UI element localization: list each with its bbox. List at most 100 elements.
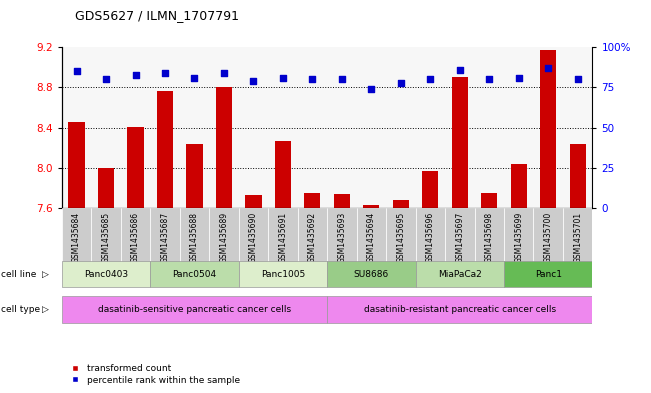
Point (543, 65, 553, 71)
Bar (570, 144, 586, 208)
Point (101, 76, 111, 83)
Bar (533, 47, 563, 208)
Text: cell line: cell line (1, 270, 36, 279)
Text: GSM1435688: GSM1435688 (190, 212, 199, 263)
Bar (268, 47, 298, 208)
Point (514, 75, 524, 81)
Bar (475, 47, 504, 208)
Bar (245, 195, 262, 208)
Text: GSM1435696: GSM1435696 (426, 212, 435, 263)
Bar (180, 208, 209, 279)
Point (425, 76, 436, 83)
Point (278, 75, 288, 81)
Bar (393, 200, 409, 208)
Text: GDS5627 / ILMN_1707791: GDS5627 / ILMN_1707791 (75, 9, 239, 22)
Bar (62, 208, 91, 279)
Bar (504, 47, 533, 208)
Point (72, 68, 82, 75)
Text: GSM1435693: GSM1435693 (337, 212, 346, 263)
Legend: transformed count, percentile rank within the sample: transformed count, percentile rank withi… (66, 364, 240, 385)
Bar (121, 208, 150, 279)
Bar (91, 208, 121, 279)
Bar (452, 77, 468, 208)
Text: GSM1435695: GSM1435695 (396, 212, 406, 263)
Point (396, 79, 406, 86)
Bar (504, 208, 533, 279)
Bar (327, 261, 415, 287)
Bar (475, 208, 504, 279)
Bar (563, 47, 592, 208)
Bar (239, 261, 327, 287)
Bar (62, 261, 150, 287)
Text: GSM1435690: GSM1435690 (249, 212, 258, 263)
Text: GSM1435694: GSM1435694 (367, 212, 376, 263)
Bar (386, 47, 415, 208)
Text: dasatinib-resistant pancreatic cancer cells: dasatinib-resistant pancreatic cancer ce… (364, 305, 556, 314)
Bar (150, 208, 180, 279)
Text: GSM1435700: GSM1435700 (544, 212, 553, 263)
Bar (91, 47, 121, 208)
Text: GSM1435689: GSM1435689 (219, 212, 229, 263)
Text: GSM1435684: GSM1435684 (72, 212, 81, 263)
Point (484, 76, 495, 83)
Bar (504, 261, 592, 287)
Point (307, 76, 318, 83)
Text: GSM1435699: GSM1435699 (514, 212, 523, 263)
Point (366, 86, 376, 92)
Bar (540, 50, 557, 208)
Bar (422, 171, 438, 208)
Bar (298, 47, 327, 208)
Bar (386, 208, 415, 279)
Bar (209, 208, 239, 279)
Bar (533, 208, 563, 279)
Bar (327, 296, 592, 323)
Point (337, 76, 347, 83)
Text: dasatinib-sensitive pancreatic cancer cells: dasatinib-sensitive pancreatic cancer ce… (98, 305, 291, 314)
Text: Panc1: Panc1 (534, 270, 562, 279)
Text: ▷: ▷ (42, 305, 49, 314)
Bar (239, 208, 268, 279)
Point (130, 72, 141, 78)
Text: MiaPaCa2: MiaPaCa2 (438, 270, 482, 279)
Bar (62, 47, 91, 208)
Bar (563, 208, 592, 279)
Point (219, 70, 229, 76)
Text: ▷: ▷ (42, 270, 49, 279)
Text: Panc0504: Panc0504 (173, 270, 217, 279)
Bar (121, 47, 150, 208)
Text: GSM1435698: GSM1435698 (485, 212, 493, 263)
Bar (268, 208, 298, 279)
Bar (327, 208, 357, 279)
Bar (334, 194, 350, 208)
Text: GSM1435691: GSM1435691 (279, 212, 287, 263)
Bar (481, 193, 497, 208)
Bar (445, 47, 475, 208)
Point (572, 76, 583, 83)
Text: GSM1435686: GSM1435686 (131, 212, 140, 263)
Point (159, 70, 170, 76)
Bar (216, 88, 232, 208)
Point (189, 75, 200, 81)
Bar (275, 141, 291, 208)
Bar (298, 208, 327, 279)
Text: GSM1435697: GSM1435697 (455, 212, 464, 263)
Text: GSM1435701: GSM1435701 (573, 212, 582, 263)
Bar (239, 47, 268, 208)
Bar (98, 168, 114, 208)
Bar (415, 261, 504, 287)
Bar (415, 208, 445, 279)
Bar (180, 47, 209, 208)
Bar (150, 261, 239, 287)
Bar (209, 47, 239, 208)
Bar (445, 208, 475, 279)
Bar (186, 144, 202, 208)
Text: GSM1435685: GSM1435685 (102, 212, 111, 263)
Bar (357, 47, 386, 208)
Text: Panc0403: Panc0403 (84, 270, 128, 279)
Bar (157, 92, 173, 208)
Text: GSM1435692: GSM1435692 (308, 212, 317, 263)
Point (248, 78, 258, 84)
Bar (62, 296, 327, 323)
Bar (128, 127, 144, 208)
Bar (327, 47, 357, 208)
